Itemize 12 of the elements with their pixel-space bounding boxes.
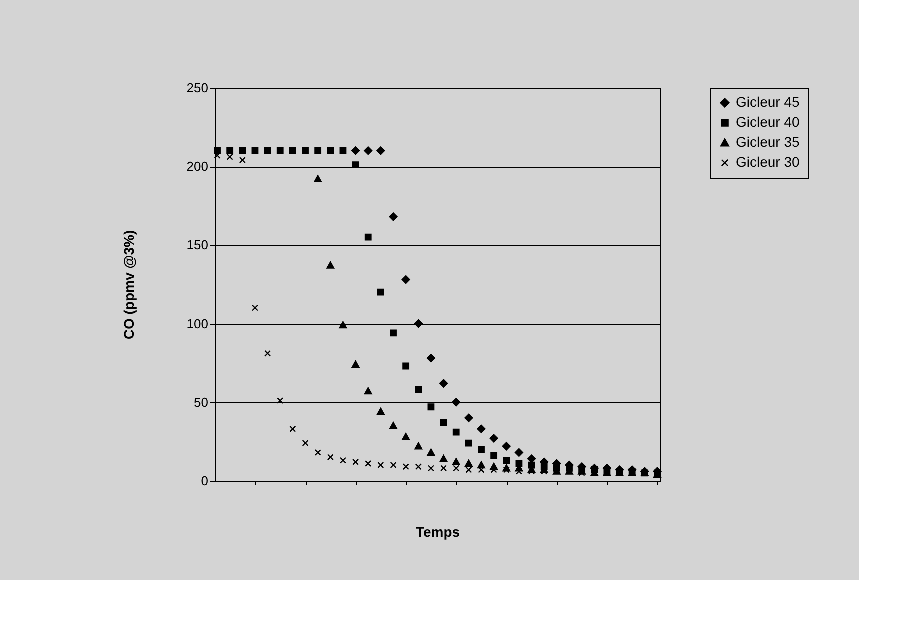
y-tick-label: 200 <box>186 159 208 174</box>
y-tick-label: 50 <box>194 394 208 410</box>
y-tick-label: 150 <box>186 238 208 253</box>
legend-label: Gicleur 40 <box>736 114 800 130</box>
x-axis-title: Temps <box>416 524 460 540</box>
y-tick-label: 250 <box>186 80 208 96</box>
legend-label: Gicleur 45 <box>736 94 800 110</box>
legend-label: Gicleur 35 <box>736 134 800 150</box>
y-tick-label: 0 <box>201 474 208 488</box>
y-tick-label: 100 <box>186 316 208 332</box>
y-axis-title: CO (ppmv @3%) <box>120 230 137 340</box>
legend-label: Gicleur 30 <box>736 154 800 170</box>
